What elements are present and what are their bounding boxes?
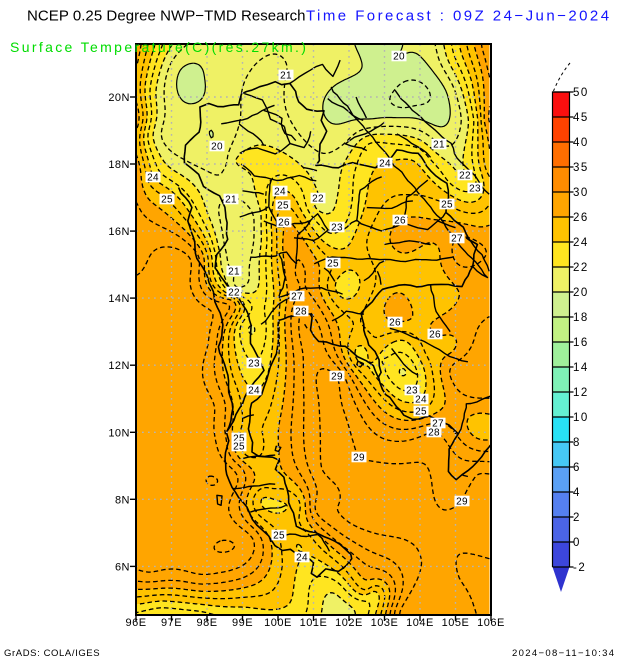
- svg-text:10N: 10N: [108, 427, 130, 439]
- svg-text:22: 22: [312, 194, 324, 205]
- svg-text:50: 50: [573, 87, 589, 99]
- svg-text:102E: 102E: [335, 617, 363, 629]
- svg-text:27: 27: [291, 292, 303, 303]
- svg-text:22: 22: [459, 171, 471, 182]
- svg-text:20N: 20N: [108, 92, 130, 104]
- svg-text:25: 25: [273, 531, 285, 542]
- svg-text:24: 24: [573, 237, 589, 249]
- svg-text:22: 22: [228, 288, 240, 299]
- svg-text:12: 12: [573, 387, 589, 399]
- svg-text:96E: 96E: [125, 617, 146, 629]
- svg-text:100E: 100E: [264, 617, 292, 629]
- svg-text:21: 21: [280, 71, 292, 82]
- svg-text:25: 25: [441, 200, 453, 211]
- svg-text:GrADS: COLA/IGES: GrADS: COLA/IGES: [4, 648, 100, 659]
- svg-text:16N: 16N: [108, 226, 130, 238]
- svg-text:35: 35: [573, 162, 589, 174]
- svg-text:8N: 8N: [115, 494, 130, 506]
- svg-text:12N: 12N: [108, 360, 130, 372]
- svg-text:23: 23: [469, 184, 481, 195]
- svg-text:20: 20: [393, 52, 405, 63]
- svg-text:6N: 6N: [115, 561, 130, 573]
- svg-text:-2: -2: [573, 562, 586, 574]
- svg-text:25: 25: [277, 201, 289, 212]
- svg-text:25: 25: [233, 442, 245, 453]
- svg-text:26: 26: [278, 218, 290, 229]
- svg-text:24: 24: [248, 386, 260, 397]
- svg-text:27: 27: [432, 419, 444, 430]
- svg-text:18N: 18N: [108, 159, 130, 171]
- svg-text:14: 14: [573, 362, 589, 374]
- svg-text:14N: 14N: [108, 293, 130, 305]
- svg-text:Time Forecast : 09Z 24−Jun−202: Time Forecast : 09Z 24−Jun−2024: [306, 8, 612, 25]
- svg-text:103E: 103E: [371, 617, 399, 629]
- svg-text:2024−08−11−10:34: 2024−08−11−10:34: [512, 648, 615, 659]
- svg-text:NCEP 0.25 Degree NWP−TMD Resea: NCEP 0.25 Degree NWP−TMD Research: [27, 8, 306, 25]
- svg-text:98E: 98E: [196, 617, 217, 629]
- svg-text:101E: 101E: [300, 617, 328, 629]
- svg-text:99E: 99E: [232, 617, 253, 629]
- svg-text:45: 45: [573, 112, 589, 124]
- svg-text:21: 21: [433, 140, 445, 151]
- svg-text:2: 2: [573, 512, 581, 524]
- svg-text:40: 40: [573, 137, 589, 149]
- svg-text:21: 21: [225, 195, 237, 206]
- svg-text:104E: 104E: [406, 617, 434, 629]
- svg-text:26: 26: [389, 318, 401, 329]
- svg-text:28: 28: [428, 428, 440, 439]
- svg-text:8: 8: [573, 437, 581, 449]
- svg-text:23: 23: [331, 223, 343, 234]
- svg-text:24: 24: [274, 187, 286, 198]
- svg-text:25: 25: [327, 259, 339, 270]
- svg-text:97E: 97E: [161, 617, 182, 629]
- svg-text:20: 20: [211, 142, 223, 153]
- svg-text:24: 24: [147, 173, 159, 184]
- svg-text:25: 25: [161, 195, 173, 206]
- svg-text:29: 29: [456, 497, 468, 508]
- svg-text:30: 30: [573, 187, 589, 199]
- svg-text:27: 27: [451, 234, 463, 245]
- svg-text:10: 10: [573, 412, 589, 424]
- svg-text:26: 26: [394, 216, 406, 227]
- svg-text:Surface Temperature(C)(res.27k: Surface Temperature(C)(res.27km.): [10, 39, 308, 55]
- svg-text:23: 23: [406, 386, 418, 397]
- svg-text:24: 24: [415, 395, 427, 406]
- svg-text:25: 25: [233, 434, 245, 445]
- svg-text:21: 21: [228, 267, 240, 278]
- svg-text:6: 6: [573, 462, 581, 474]
- svg-text:22: 22: [573, 262, 589, 274]
- svg-text:29: 29: [353, 453, 365, 464]
- svg-text:26: 26: [573, 212, 589, 224]
- svg-text:20: 20: [573, 287, 589, 299]
- svg-text:25: 25: [415, 407, 427, 418]
- svg-text:18: 18: [573, 312, 589, 324]
- svg-text:26: 26: [429, 330, 441, 341]
- svg-text:28: 28: [295, 307, 307, 318]
- svg-text:4: 4: [573, 487, 581, 499]
- svg-text:29: 29: [331, 372, 343, 383]
- svg-text:24: 24: [296, 553, 308, 564]
- svg-text:23: 23: [248, 359, 260, 370]
- svg-text:105E: 105E: [442, 617, 470, 629]
- svg-text:106E: 106E: [477, 617, 505, 629]
- svg-text:16: 16: [573, 337, 589, 349]
- svg-text:24: 24: [379, 159, 391, 170]
- svg-text:0: 0: [573, 537, 581, 549]
